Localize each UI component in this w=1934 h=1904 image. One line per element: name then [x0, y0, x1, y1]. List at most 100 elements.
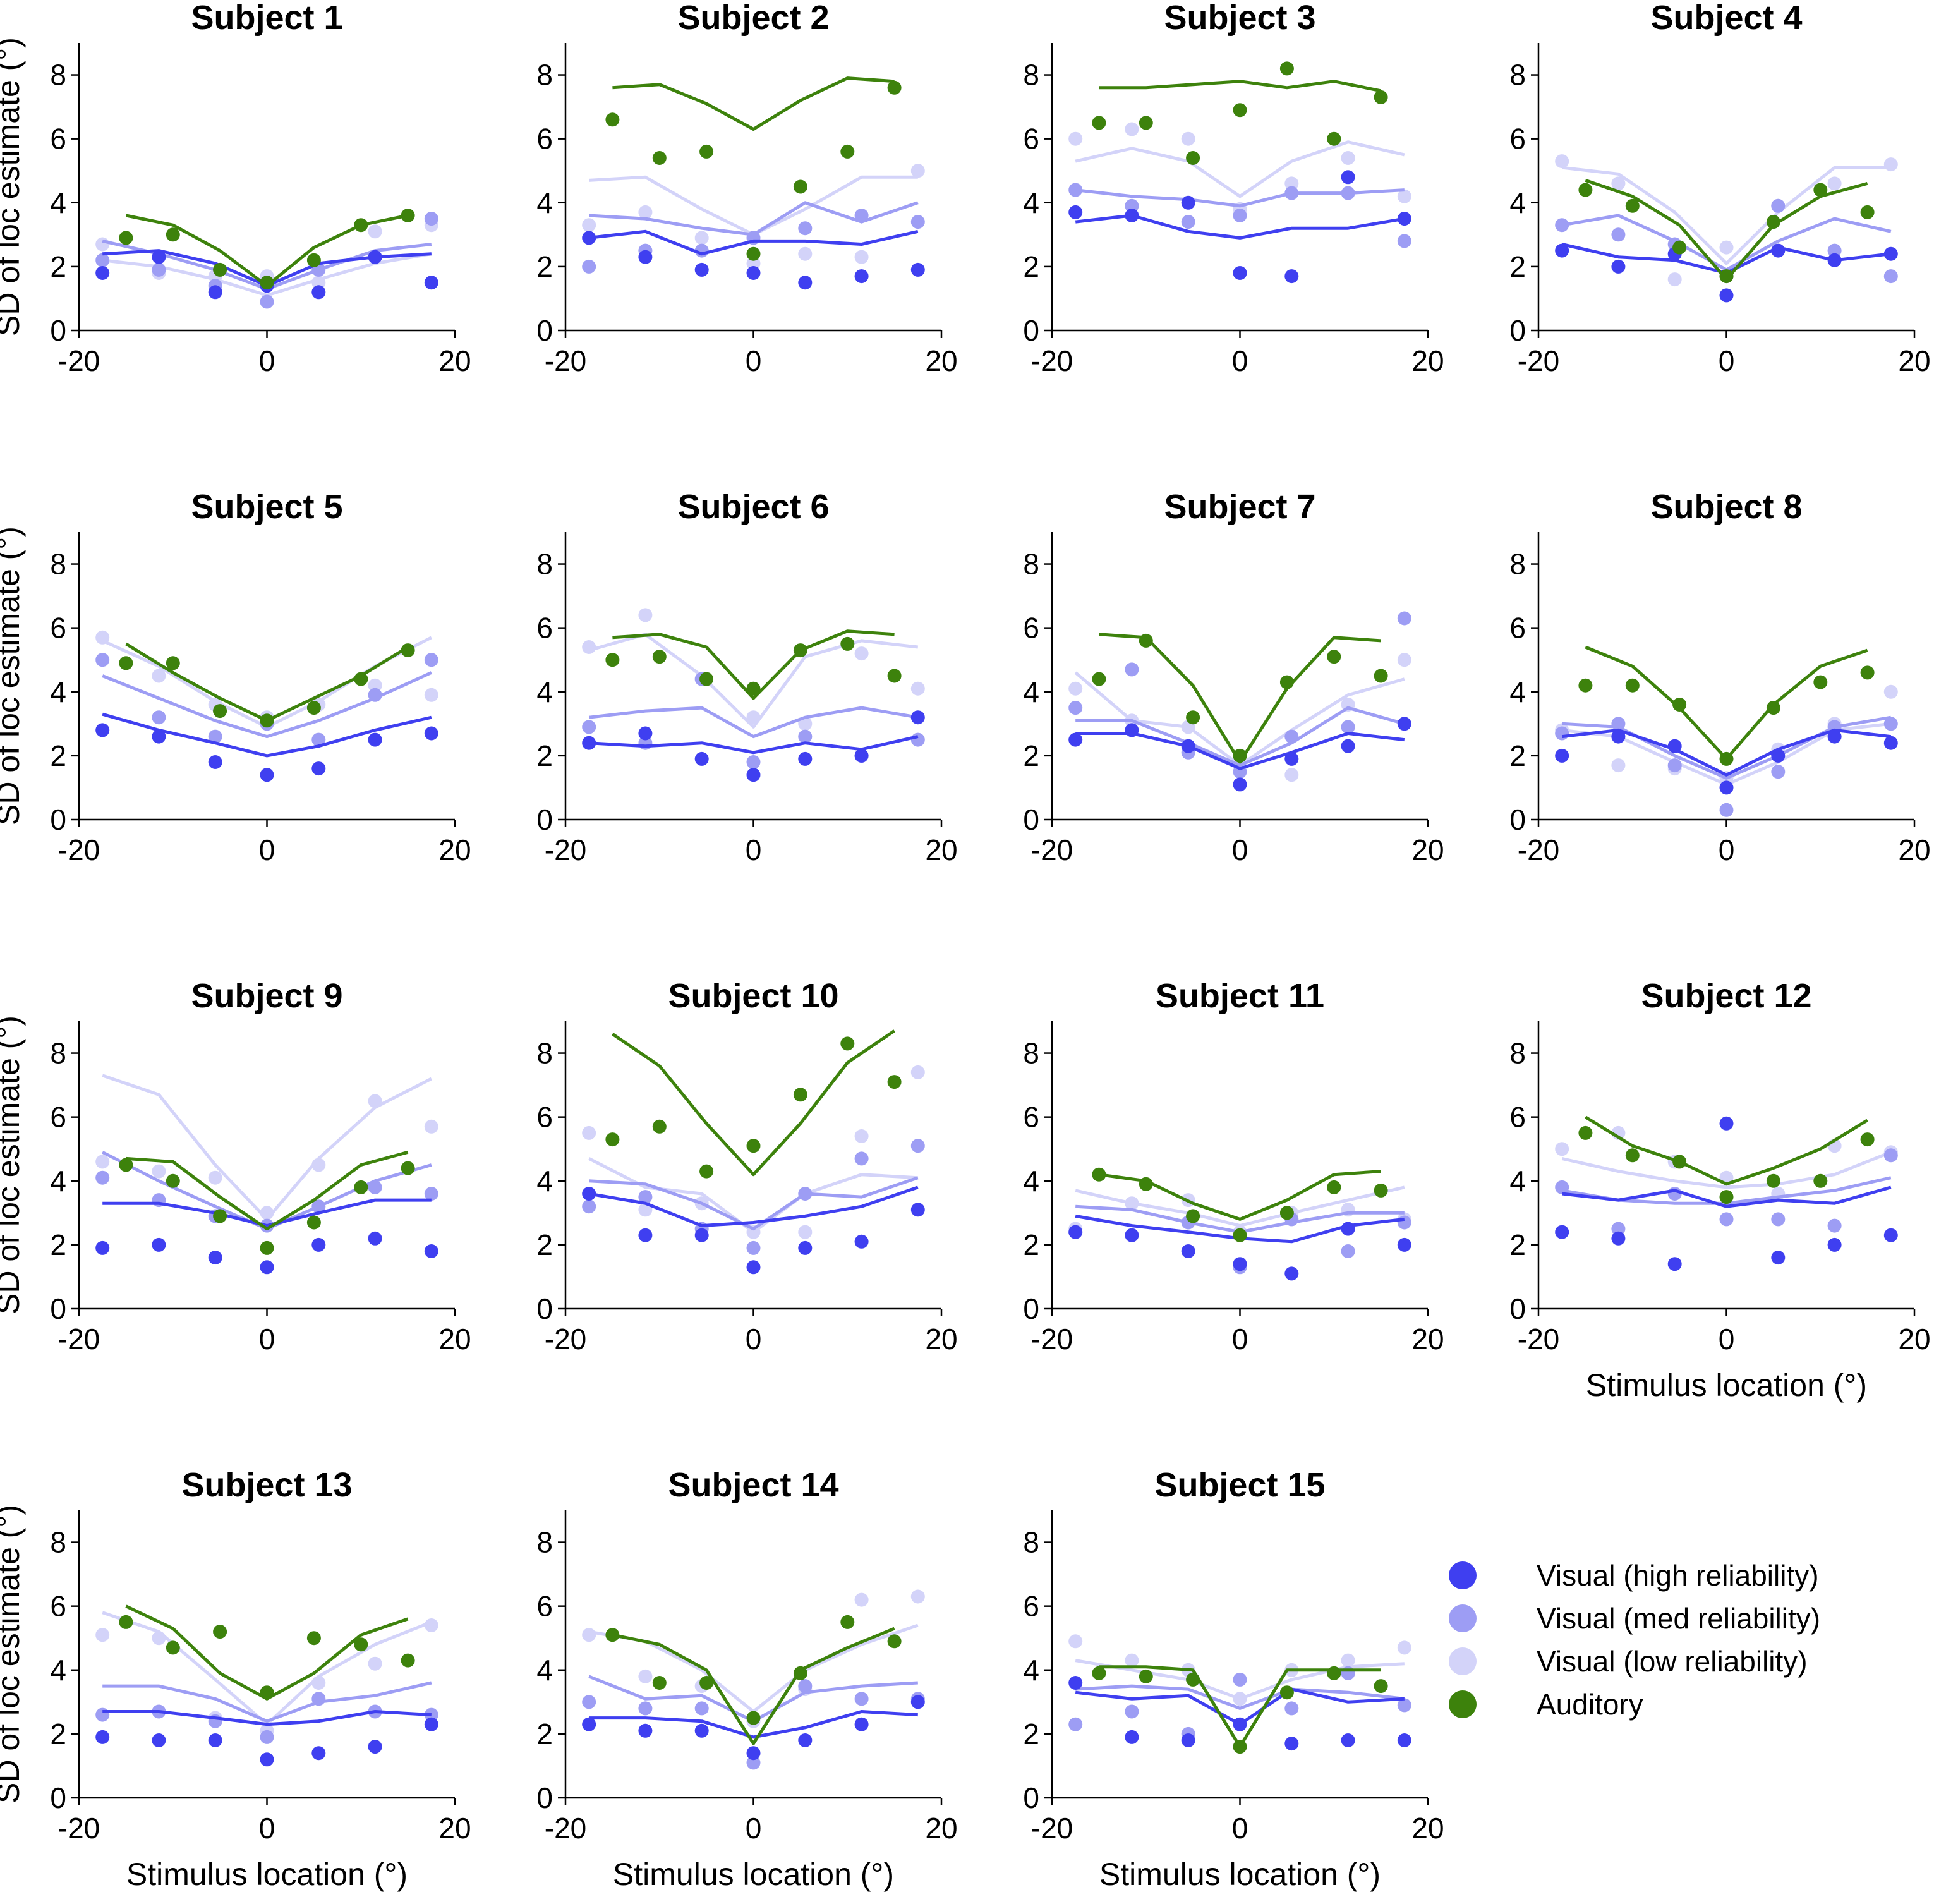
x-tick-label: -20: [1031, 834, 1073, 866]
data-point: [1611, 1231, 1626, 1246]
data-point: [1068, 183, 1083, 197]
data-point: [95, 1155, 110, 1169]
data-point: [1555, 243, 1569, 258]
y-tick-label: 2: [1023, 739, 1039, 772]
y-tick-label: 0: [536, 314, 553, 347]
data-point: [368, 1740, 382, 1754]
data-point: [854, 748, 869, 763]
data-point: [1883, 1148, 1898, 1163]
data-point: [605, 653, 620, 667]
series-line: [1585, 1115, 1868, 1186]
x-tick-label: 20: [1411, 344, 1444, 377]
data-point: [1813, 183, 1828, 197]
series-line: [1099, 80, 1382, 93]
data-point: [699, 144, 714, 159]
legend-item: Visual (med reliability): [1449, 1602, 1820, 1635]
data-point: [1233, 1692, 1247, 1706]
data-point: [1397, 1237, 1411, 1252]
data-point: [638, 1723, 653, 1738]
series-line: [102, 1681, 432, 1723]
data-point: [854, 1151, 869, 1166]
x-tick-label: 0: [259, 1812, 275, 1845]
y-tick-label: 0: [1509, 314, 1526, 347]
data-point: [1327, 131, 1341, 146]
data-point: [1233, 266, 1247, 280]
data-point: [1611, 227, 1626, 242]
x-tick-label: 20: [1898, 834, 1930, 866]
data-point: [746, 1746, 761, 1761]
y-tick-label: 6: [1023, 612, 1039, 645]
y-tick-label: 2: [50, 739, 66, 772]
data-point: [1233, 1717, 1247, 1731]
data-point: [694, 1723, 709, 1738]
y-tick-label: 8: [50, 59, 66, 92]
data-point: [1233, 1672, 1247, 1687]
data-point: [1766, 701, 1780, 715]
data-point: [1771, 748, 1786, 763]
y-tick-label: 6: [50, 612, 66, 645]
x-tick-label: 20: [925, 344, 957, 377]
data-point: [746, 1139, 761, 1153]
data-point: [887, 1634, 902, 1649]
data-point: [213, 1625, 227, 1639]
data-point: [1397, 1215, 1411, 1230]
data-point: [1125, 198, 1139, 213]
data-point: [1719, 1212, 1734, 1227]
x-tick-label: 20: [1411, 834, 1444, 866]
data-point: [1667, 1257, 1682, 1271]
data-point: [1719, 240, 1734, 255]
data-point: [401, 1161, 415, 1175]
y-tick-label: 2: [50, 1228, 66, 1261]
series-line: [102, 1710, 432, 1726]
legend-marker: [1449, 1690, 1477, 1718]
data-point: [652, 151, 667, 165]
data-point: [1672, 698, 1687, 712]
y-axis-label: SD of loc estimate (°): [0, 37, 26, 336]
legend-item: Visual (low reliability): [1449, 1645, 1808, 1678]
panel-title: Subject 14: [668, 1466, 838, 1504]
data-point: [1719, 751, 1734, 766]
data-point: [1719, 780, 1734, 795]
data-point: [1341, 1666, 1355, 1680]
data-point: [1719, 1190, 1734, 1204]
data-point: [1284, 269, 1299, 284]
panel-title: Subject 13: [181, 1466, 352, 1504]
data-point: [424, 1119, 438, 1134]
x-tick-label: -20: [58, 1323, 100, 1355]
data-point: [1125, 1653, 1139, 1668]
data-point: [746, 246, 761, 261]
data-point: [354, 672, 368, 686]
data-point: [1397, 1640, 1411, 1655]
data-point: [582, 231, 596, 245]
data-point: [208, 1251, 222, 1265]
data-point: [1625, 678, 1640, 693]
series-line: [126, 1150, 409, 1231]
data-point: [1341, 739, 1355, 753]
x-tick-label: 0: [259, 344, 275, 377]
data-point: [1766, 215, 1780, 229]
y-tick-label: 4: [536, 1654, 553, 1687]
y-tick-label: 8: [536, 59, 553, 92]
x-tick-label: 0: [1719, 834, 1735, 866]
data-point: [1068, 732, 1083, 747]
data-point: [1279, 1206, 1294, 1220]
series-line: [589, 175, 918, 236]
series-line: [612, 1627, 895, 1745]
data-point: [1719, 1116, 1734, 1131]
data-point: [746, 755, 761, 769]
x-tick-label: 20: [438, 344, 471, 377]
data-point: [582, 218, 596, 233]
data-point: [213, 1209, 227, 1223]
data-point: [95, 237, 110, 252]
data-point: [582, 1628, 596, 1642]
data-point: [1374, 1183, 1388, 1198]
data-point: [1092, 672, 1106, 686]
panel-title: Subject 3: [1164, 0, 1315, 37]
data-point: [354, 1180, 368, 1194]
data-point: [1625, 198, 1640, 213]
y-tick-label: 8: [50, 548, 66, 581]
